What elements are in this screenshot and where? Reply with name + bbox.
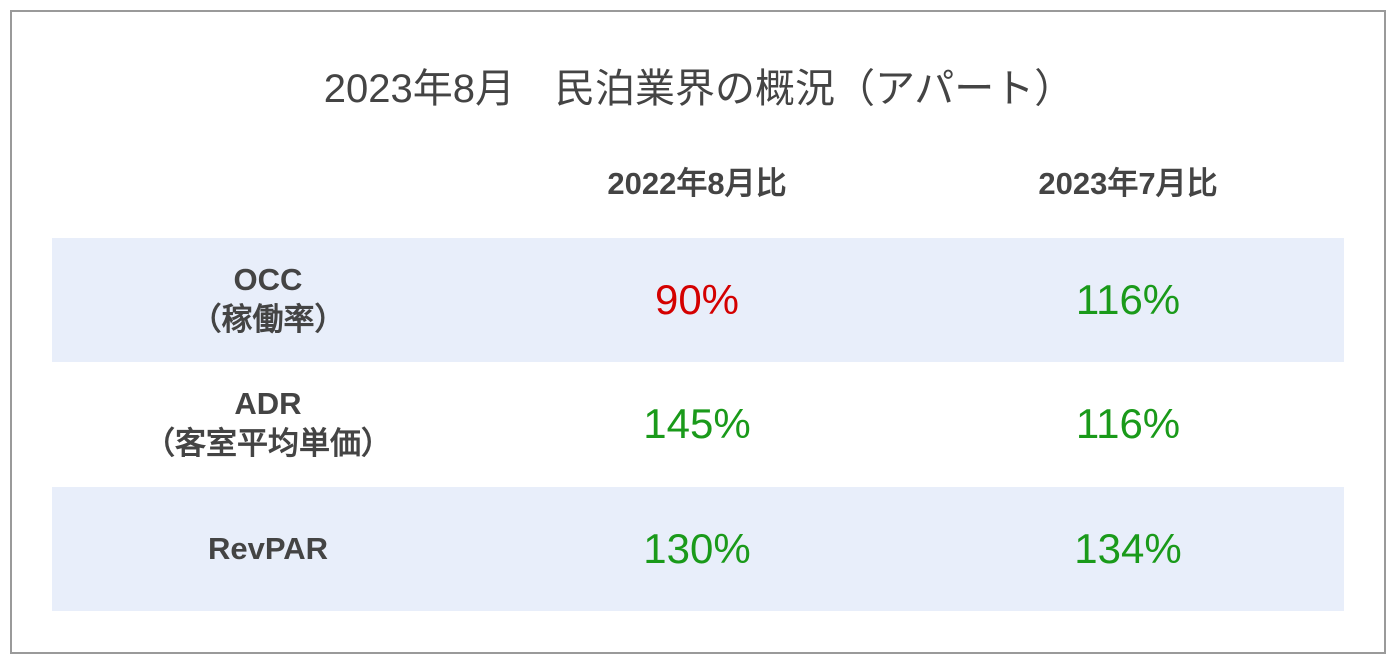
frame (10, 10, 1386, 654)
row-label-sub: （客室平均単価） (144, 426, 392, 461)
row-label-main: OCC (233, 262, 303, 297)
value-cell: 90% (654, 276, 740, 323)
page-title: 2023年8月 民泊業界の概況（アパート） (323, 67, 1075, 111)
row-label-main: ADR (234, 386, 302, 421)
row-label: ADR （客室平均単価） (52, 362, 484, 486)
column-header-yoy: 2022年8月比 (607, 166, 787, 201)
table-row-adr: ADR （客室平均単価） 145% 116% (52, 362, 1344, 486)
table-row-revpar: RevPAR 130% 134% (52, 487, 1344, 611)
table-row-occ: OCC （稼働率） 90% 116% (52, 238, 1344, 362)
value-cell: 134% (1074, 525, 1182, 572)
value-cell: 130% (643, 525, 751, 572)
row-label-main: RevPAR (207, 531, 329, 566)
row-label: RevPAR (52, 487, 484, 611)
row-label-sub: （稼働率） (190, 302, 346, 337)
row-label: OCC （稼働率） (52, 238, 484, 362)
value-cell: 145% (643, 400, 751, 447)
value-cell: 116% (1075, 276, 1181, 323)
column-header-mom: 2023年7月比 (1038, 166, 1218, 201)
value-cell: 116% (1075, 400, 1181, 447)
